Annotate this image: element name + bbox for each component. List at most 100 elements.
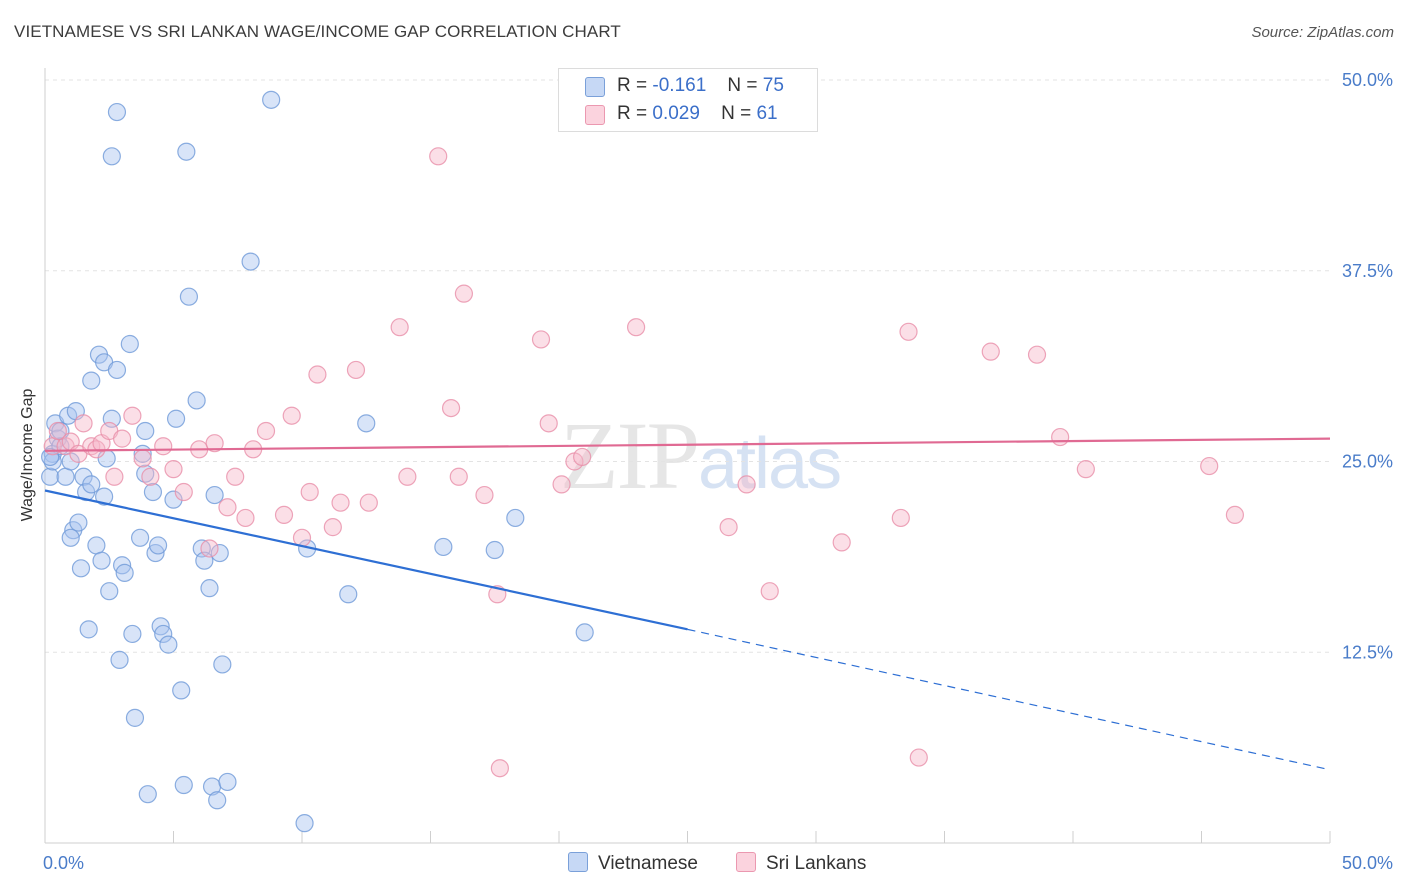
watermark: ZIPatlas	[560, 400, 842, 511]
legend-swatch-sri-lankans	[585, 105, 605, 125]
point-sri-lankans	[359, 493, 378, 512]
point-vietnamese	[92, 551, 111, 570]
point-sri-lankans	[133, 449, 152, 468]
point-sri-lankans	[429, 147, 448, 166]
point-sri-lankans	[891, 508, 910, 528]
point-vietnamese	[115, 563, 134, 582]
point-vietnamese	[100, 582, 119, 601]
legend-r-value: 0.029	[652, 103, 700, 124]
y-tick-label: 37.5%	[1342, 261, 1393, 281]
point-vietnamese	[357, 414, 376, 433]
point-vietnamese	[95, 487, 114, 506]
point-sri-lankans	[449, 467, 468, 486]
point-sri-lankans	[164, 460, 183, 479]
legend-r-label: R =	[617, 103, 648, 124]
point-vietnamese	[41, 467, 60, 486]
legend-swatch-vietnamese	[585, 77, 605, 97]
point-vietnamese	[110, 650, 129, 669]
point-sri-lankans	[323, 518, 342, 537]
y-tick-label: 25.0%	[1342, 452, 1393, 472]
point-sri-lankans	[737, 475, 756, 494]
point-vietnamese	[166, 409, 186, 428]
point-sri-lankans	[1076, 460, 1095, 479]
point-vietnamese	[74, 467, 93, 486]
point-vietnamese	[218, 772, 237, 792]
legend-n-value: 61	[756, 103, 778, 124]
point-sri-lankans	[174, 482, 193, 502]
point-vietnamese	[262, 90, 281, 109]
point-sri-lankans	[236, 508, 255, 528]
bottom-legend-swatch-sri-lankans	[736, 852, 756, 872]
point-vietnamese	[87, 536, 106, 555]
point-sri-lankans	[105, 467, 124, 486]
point-sri-lankans	[282, 406, 301, 425]
watermark-atlas: atlas	[698, 424, 842, 504]
point-vietnamese	[177, 142, 196, 161]
point-vietnamese	[69, 513, 88, 532]
point-sri-lankans	[552, 475, 571, 494]
point-vietnamese	[179, 287, 199, 306]
point-sri-lankans	[308, 365, 327, 384]
point-vietnamese	[61, 528, 80, 547]
legend-r-label: R =	[617, 75, 648, 96]
point-vietnamese	[107, 360, 127, 380]
point-sri-lankans	[832, 533, 851, 552]
point-sri-lankans	[531, 330, 551, 349]
point-sri-lankans	[141, 467, 160, 486]
point-sri-lankans	[300, 482, 319, 502]
point-sri-lankans	[454, 284, 474, 303]
point-sri-lankans	[441, 398, 461, 418]
point-sri-lankans	[398, 467, 417, 486]
point-vietnamese	[123, 624, 142, 644]
point-sri-lankans	[154, 437, 173, 456]
bottom-legend-swatch-vietnamese	[568, 852, 588, 872]
point-vietnamese	[136, 421, 155, 441]
point-sri-lankans	[899, 322, 918, 341]
bottom-legend-vietnamese: Vietnamese	[568, 852, 698, 875]
point-sri-lankans	[539, 414, 558, 433]
point-vietnamese	[506, 508, 525, 528]
bottom-legend-label-vietnamese: Vietnamese	[598, 853, 698, 874]
point-vietnamese	[138, 785, 157, 804]
y-tick-label: 12.5%	[1342, 642, 1393, 662]
trendline-vietnamese	[44, 489, 688, 631]
point-sri-lankans	[626, 318, 646, 337]
point-vietnamese	[143, 482, 163, 502]
point-sri-lankans	[48, 421, 67, 441]
point-sri-lankans	[719, 518, 738, 537]
point-sri-lankans	[490, 759, 509, 778]
point-vietnamese	[174, 775, 193, 795]
point-vietnamese	[187, 391, 206, 410]
point-vietnamese	[485, 540, 504, 560]
point-vietnamese	[295, 814, 314, 833]
point-vietnamese	[79, 620, 98, 639]
point-sri-lankans	[760, 582, 779, 601]
point-sri-lankans	[274, 505, 294, 525]
point-vietnamese	[148, 536, 168, 555]
point-vietnamese	[205, 485, 224, 505]
point-sri-lankans	[200, 539, 219, 558]
point-sri-lankans	[256, 421, 276, 441]
legend-text-sri-lankans: R = 0.029 N = 61	[617, 103, 778, 125]
point-vietnamese	[120, 334, 139, 354]
legend-n-label: N =	[721, 103, 752, 124]
point-vietnamese	[172, 681, 191, 700]
point-vietnamese	[41, 447, 60, 467]
point-vietnamese	[130, 528, 150, 547]
point-vietnamese	[241, 252, 260, 271]
point-vietnamese	[56, 467, 75, 486]
legend-r-value: -0.161	[652, 75, 707, 96]
point-sri-lankans	[1200, 456, 1219, 476]
source-label: Source: ZipAtlas.com	[1251, 24, 1394, 41]
point-sri-lankans	[909, 748, 928, 767]
point-sri-lankans	[218, 498, 237, 517]
point-vietnamese	[71, 559, 91, 578]
point-sri-lankans	[981, 342, 1000, 361]
point-vietnamese	[136, 464, 155, 483]
point-vietnamese	[102, 147, 121, 166]
point-vietnamese	[208, 791, 227, 810]
point-vietnamese	[154, 624, 173, 644]
legend-n-value: 75	[762, 75, 784, 96]
bottom-legend-label-sri-lankans: Sri Lankans	[766, 853, 867, 874]
